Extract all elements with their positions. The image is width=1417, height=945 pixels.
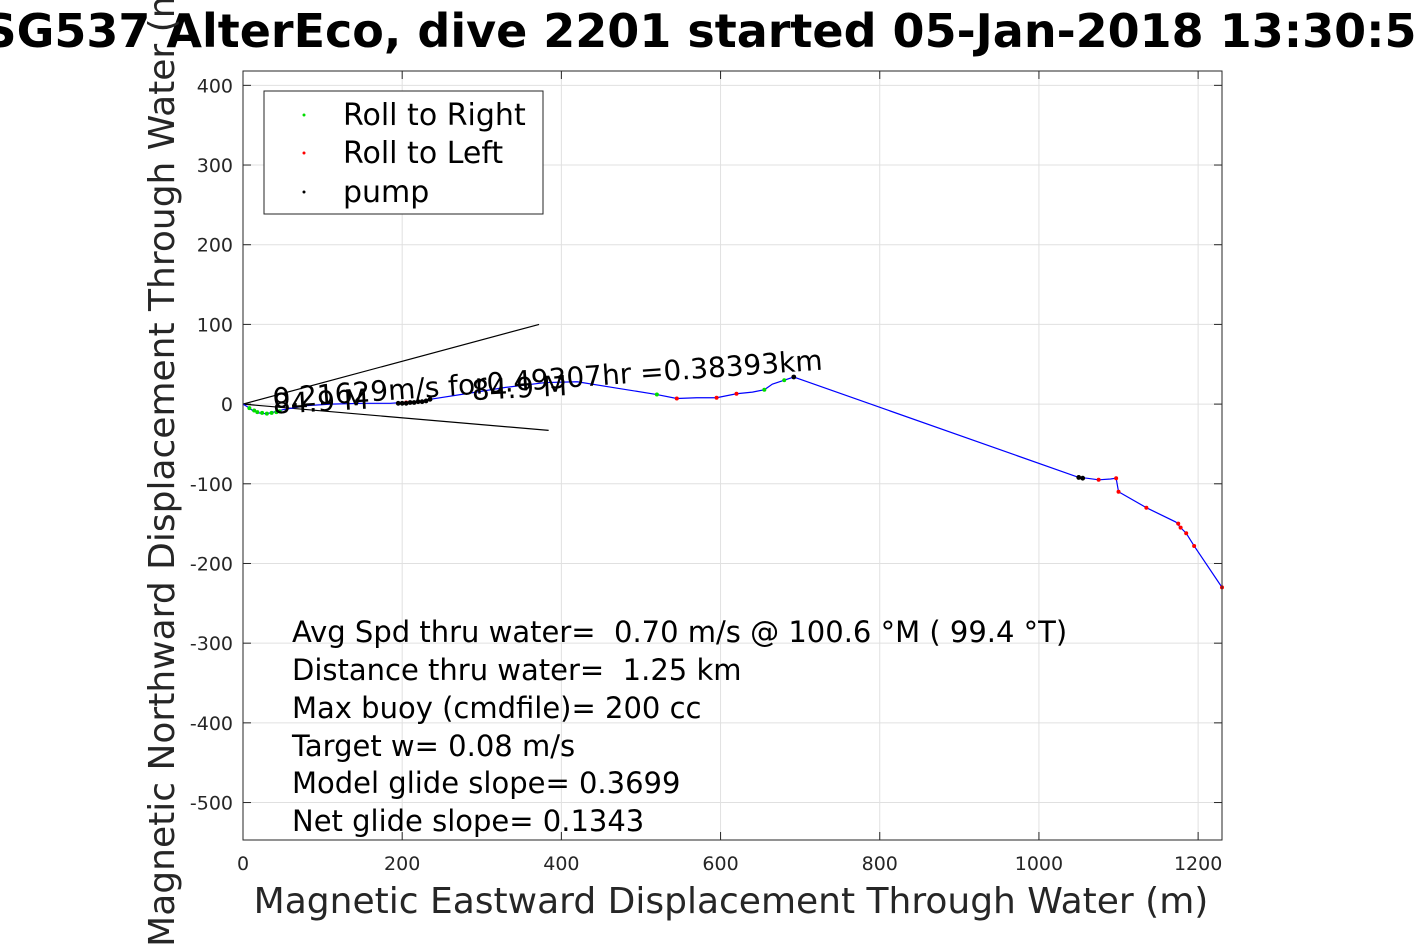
roll-left-point — [1184, 531, 1189, 536]
y-tick-label: 100 — [197, 314, 233, 336]
pump-point — [415, 399, 421, 405]
x-tick-label: 1200 — [1174, 853, 1222, 875]
roll-right-point — [762, 387, 767, 392]
legend-marker-pump — [302, 190, 306, 194]
roll-left-point — [1116, 489, 1121, 494]
depth-label: 84.9 M — [272, 383, 369, 421]
stats-block: Avg Spd thru water= 0.70 m/s @ 100.6 °M … — [291, 615, 1067, 838]
plot-frame — [242, 70, 1223, 841]
axis-ticks: 0 200 400 600 800 1000 12004003002001000-100-2… — [190, 71, 1222, 875]
stat-max-buoy: Max buoy (cmdfile)= 200 cc — [292, 691, 701, 725]
y-tick-label: 200 — [197, 235, 233, 257]
pump-point — [403, 400, 409, 406]
pump-point — [427, 396, 433, 402]
roll-right-point — [269, 410, 274, 415]
roll-right-point — [782, 378, 787, 383]
roll-right-point — [654, 392, 659, 397]
legend-label-roll-left: Roll to Left — [343, 136, 503, 171]
stat-model-glide-slope: Model glide slope= 0.3699 — [292, 766, 680, 800]
depth-label: 84.9 M — [471, 369, 568, 407]
y-tick-label: -500 — [190, 793, 233, 815]
roll-left-point — [714, 395, 719, 400]
legend-marker-roll-left — [302, 151, 306, 155]
pump-point — [411, 400, 417, 405]
x-tick-label: 1000 — [1015, 853, 1063, 875]
roll-left-point — [1144, 505, 1149, 510]
y-tick-label: 0 — [221, 394, 233, 416]
x-tick-label: 200 — [384, 853, 420, 875]
stat-target-w: Target w= 0.08 m/s — [291, 729, 575, 763]
roll-left-point — [734, 391, 739, 396]
roll-right-point — [274, 410, 279, 415]
pump-point — [407, 400, 413, 405]
roll-left-point — [1192, 543, 1197, 548]
legend-marker-roll-right — [302, 113, 306, 117]
roll-right-point — [264, 411, 269, 416]
roll-left-point — [1176, 521, 1181, 526]
stat-net-glide-slope: Net glide slope= 0.1343 — [292, 804, 644, 838]
roll-right-point — [247, 406, 252, 411]
roll-right-point — [255, 410, 260, 415]
stat-avg-speed: Avg Spd thru water= 0.70 m/s @ 100.6 °M … — [292, 615, 1067, 649]
pump-point — [399, 400, 405, 406]
y-tick-label: -100 — [190, 474, 233, 496]
roll-right-point — [252, 408, 257, 413]
y-tick-label: -300 — [190, 633, 233, 655]
pump-point — [791, 374, 797, 380]
roll-left-point — [1178, 525, 1183, 530]
legend-label-pump: pump — [343, 175, 429, 210]
x-tick-label: 600 — [702, 853, 738, 875]
roll-left-point — [674, 396, 679, 401]
x-tick-label: 800 — [862, 853, 898, 875]
pump-point — [419, 399, 425, 405]
pump-point — [1080, 475, 1086, 481]
pump-point — [395, 400, 401, 406]
y-tick-label: 300 — [197, 155, 233, 177]
roll-left-point — [1096, 477, 1101, 482]
y-axis-label: Magnetic Northward Displacement Through … — [142, 0, 183, 945]
roll-left-point — [1114, 476, 1119, 481]
roll-right-point — [277, 409, 282, 414]
pump-point — [1076, 475, 1082, 480]
y-tick-label: 400 — [197, 75, 233, 97]
current-wedge-line — [242, 403, 549, 431]
y-tick-label: -400 — [190, 713, 233, 735]
y-tick-label: -200 — [190, 553, 233, 575]
x-tick-label: 400 — [543, 853, 579, 875]
x-tick-label: 0 — [237, 853, 249, 875]
current-wedge-line — [242, 323, 540, 405]
stat-distance: Distance thru water= 1.25 km — [292, 653, 742, 687]
x-axis-label: Magnetic Eastward Displacement Through W… — [254, 881, 1209, 922]
legend-box — [263, 90, 544, 215]
pump-point — [423, 398, 429, 404]
legend-label-roll-right: Roll to Right — [343, 98, 526, 133]
chart-title: SG537 AlterEco, dive 2201 started 05-Jan… — [0, 4, 1417, 58]
roll-right-point — [260, 410, 265, 415]
legend: Roll to Right Roll to Left pump — [263, 90, 544, 215]
